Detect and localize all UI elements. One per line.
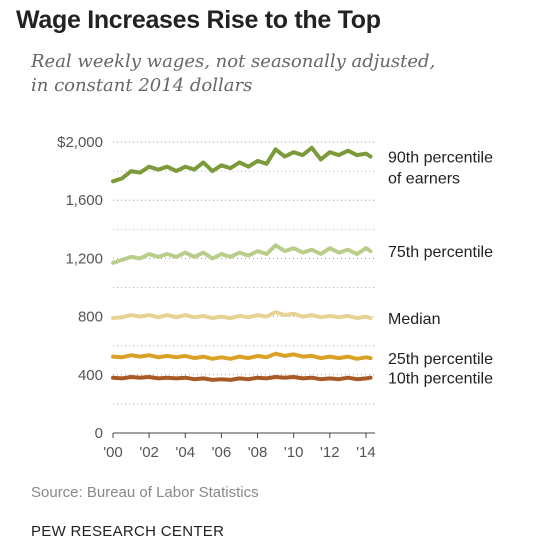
x-tick-label: '02 — [139, 444, 159, 461]
y-tick-label: 1,200 — [65, 250, 103, 267]
chart-subtitle: Real weekly wages, not seasonally adjust… — [31, 50, 511, 98]
x-tick-label: '08 — [248, 444, 268, 461]
series-label: of earners — [388, 171, 460, 188]
series-line — [111, 145, 373, 184]
chart-subtitle-line-1: Real weekly wages, not seasonally adjust… — [31, 51, 436, 72]
y-tick-label: 0 — [95, 425, 103, 442]
series-label: Median — [388, 311, 440, 328]
series-line — [111, 243, 373, 265]
y-tick-label: 1,600 — [65, 192, 103, 209]
source-note: Source: Bureau of Labor Statistics — [31, 484, 259, 501]
x-tick-label: '14 — [356, 444, 376, 461]
series-label: 90th percentile — [388, 150, 493, 167]
chart-title: Wage Increases Rise to the Top — [16, 6, 381, 34]
series-label: 25th percentile — [388, 351, 493, 368]
y-tick-label: 800 — [78, 309, 103, 326]
x-tick-label: '04 — [175, 444, 195, 461]
x-tick-label: '12 — [320, 444, 340, 461]
series-label: 75th percentile — [388, 244, 493, 261]
x-tick-label: '10 — [284, 444, 304, 461]
y-tick-label: 400 — [78, 367, 103, 384]
x-tick-label: '06 — [212, 444, 232, 461]
series-line — [111, 310, 373, 321]
y-tick-label: $2,000 — [57, 134, 103, 151]
series-label: 10th percentile — [388, 371, 493, 388]
x-tick-label: '00 — [103, 444, 123, 461]
brand-footer: PEW RESEARCH CENTER — [31, 523, 225, 540]
series-line — [111, 375, 373, 382]
chart-subtitle-line-2: in constant 2014 dollars — [31, 75, 253, 96]
series-line — [111, 351, 373, 361]
